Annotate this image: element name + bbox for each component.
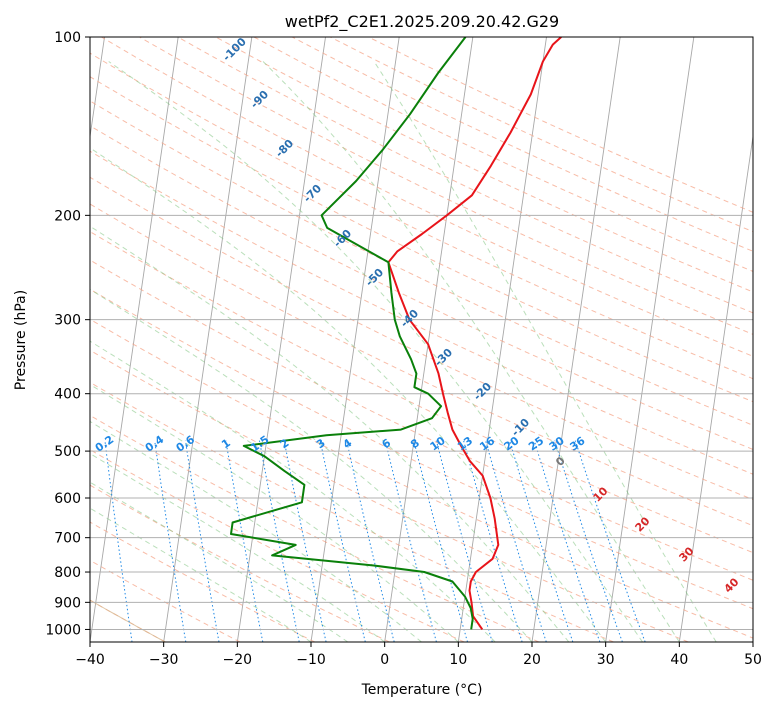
isotherm-line — [310, 37, 400, 642]
mixing-ratio-line — [384, 440, 437, 642]
mixing-ratio-line — [319, 440, 366, 642]
moist-adiabat-line — [90, 225, 570, 642]
isotherm-line — [163, 37, 253, 642]
y-tick-label: 800 — [54, 565, 81, 581]
moist-adiabat-line — [90, 340, 496, 642]
dry-adiabat-line — [90, 150, 753, 475]
isotherm-line — [457, 37, 547, 642]
dry-adiabat-line — [90, 318, 753, 639]
dry-adiabat-line — [90, 176, 753, 501]
mixing-ratio-line — [154, 440, 187, 642]
chart-title: wetPf2_C2E1.2025.209.20.42.G29 — [285, 12, 559, 32]
mixing-ratio-line — [184, 440, 220, 642]
x-axis: −40 −30 −20 −10 0 10 20 30 40 50 — [75, 642, 762, 668]
moist-adiabat-line — [262, 61, 680, 642]
x-tick-label: 20 — [523, 652, 541, 668]
x-tick-label: 40 — [670, 652, 688, 668]
isotherm-line — [605, 37, 695, 642]
dewpoint-profile-line — [230, 37, 474, 630]
y-tick-label: 300 — [54, 313, 81, 329]
background-lines — [90, 37, 753, 642]
moist-adiabat-line — [90, 383, 459, 642]
dry-adiabat-line — [90, 414, 540, 642]
y-axis: 100 200 300 400 500 600 700 800 900 1000 — [45, 30, 90, 638]
dry-adiabat-line — [90, 521, 315, 642]
mixing-ratio-line — [258, 440, 300, 642]
dry-adiabat-line — [90, 288, 753, 610]
mixing-ratio-line — [485, 440, 547, 642]
y-tick-label: 900 — [54, 595, 81, 611]
isotherm-line — [384, 37, 474, 642]
mixing-ratio-line — [346, 440, 395, 642]
x-axis-title: Temperature (°C) — [361, 682, 483, 698]
x-tick-label: −10 — [296, 652, 326, 668]
dry-adiabat-line — [90, 203, 753, 527]
x-tick-label: 30 — [597, 652, 615, 668]
moist-adiabat-line — [90, 420, 422, 642]
y-axis-title: Pressure (hPa) — [13, 290, 29, 390]
dry-adiabat-line — [90, 259, 753, 581]
dry-adiabat-line — [177, 37, 753, 314]
y-tick-label: 400 — [54, 387, 81, 403]
mixing-ratio-line — [435, 440, 493, 642]
moist-adiabat-line — [90, 481, 349, 642]
temperature-profile-line — [387, 37, 562, 630]
dry-adiabat-line — [90, 349, 689, 642]
isotherm-line — [90, 37, 179, 642]
mixing-ratio-line — [104, 440, 133, 642]
moist-adiabat-line — [373, 61, 717, 642]
dry-adiabat-line — [90, 449, 465, 642]
x-tick-label: 50 — [744, 652, 762, 668]
mixing-ratio-line — [283, 440, 327, 642]
y-tick-label: 200 — [54, 208, 81, 224]
mixing-ratio-line — [574, 440, 646, 642]
x-tick-label: −40 — [75, 652, 105, 668]
x-tick-label: −20 — [223, 652, 253, 668]
isotherm-line — [236, 37, 326, 642]
dry-adiabat-line — [101, 37, 753, 357]
plot-frame — [89, 36, 754, 643]
y-tick-label: 600 — [54, 491, 81, 507]
y-tick-label: 700 — [54, 531, 81, 547]
moist-adiabat-line — [108, 61, 643, 642]
x-tick-label: 10 — [449, 652, 467, 668]
mixing-ratio-line — [413, 440, 468, 642]
mixing-ratio-line — [225, 440, 264, 642]
mixing-ratio-line — [463, 440, 523, 642]
x-tick-label: −30 — [149, 652, 179, 668]
dry-adiabat-line — [90, 100, 753, 426]
dry-adiabat-line — [90, 52, 753, 380]
y-tick-label: 1000 — [45, 622, 81, 638]
x-tick-label: 0 — [380, 652, 389, 668]
dry-adiabat-line — [90, 484, 390, 642]
isotherm-line — [531, 37, 621, 642]
profile-series — [230, 37, 562, 630]
y-tick-label: 100 — [54, 30, 81, 46]
moist-adiabat-line — [90, 452, 385, 642]
y-tick-label: 500 — [54, 444, 81, 460]
